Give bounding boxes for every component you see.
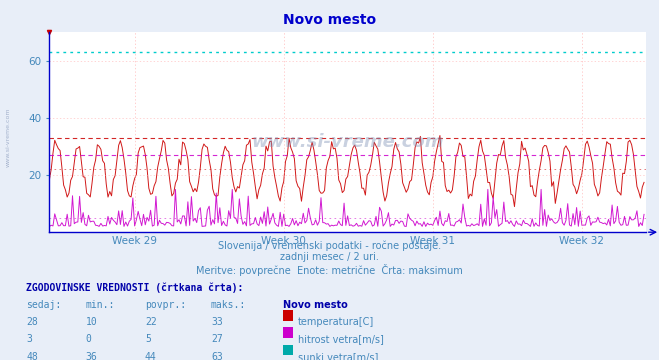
Text: sunki vetra[m/s]: sunki vetra[m/s] — [298, 352, 378, 360]
Text: temperatura[C]: temperatura[C] — [298, 317, 374, 327]
Text: Meritve: povprečne  Enote: metrične  Črta: maksimum: Meritve: povprečne Enote: metrične Črta:… — [196, 264, 463, 275]
Text: 28: 28 — [26, 317, 38, 327]
Text: 5: 5 — [145, 334, 151, 345]
Text: min.:: min.: — [86, 300, 115, 310]
Text: www.si-vreme.com: www.si-vreme.com — [251, 133, 444, 151]
Text: zadnji mesec / 2 uri.: zadnji mesec / 2 uri. — [280, 252, 379, 262]
Text: maks.:: maks.: — [211, 300, 246, 310]
Text: Slovenija / vremenski podatki - ročne postaje.: Slovenija / vremenski podatki - ročne po… — [218, 240, 441, 251]
Text: 0: 0 — [86, 334, 92, 345]
Text: 3: 3 — [26, 334, 32, 345]
Text: povpr.:: povpr.: — [145, 300, 186, 310]
Text: 10: 10 — [86, 317, 98, 327]
Text: www.si-vreme.com: www.si-vreme.com — [5, 107, 11, 167]
Text: ZGODOVINSKE VREDNOSTI (črtkana črta):: ZGODOVINSKE VREDNOSTI (črtkana črta): — [26, 283, 244, 293]
Text: 33: 33 — [211, 317, 223, 327]
Text: hitrost vetra[m/s]: hitrost vetra[m/s] — [298, 334, 384, 345]
Text: 63: 63 — [211, 352, 223, 360]
Text: 44: 44 — [145, 352, 157, 360]
Text: Novo mesto: Novo mesto — [283, 13, 376, 27]
Text: sedaj:: sedaj: — [26, 300, 61, 310]
Text: 48: 48 — [26, 352, 38, 360]
Text: 36: 36 — [86, 352, 98, 360]
Text: 22: 22 — [145, 317, 157, 327]
Text: Novo mesto: Novo mesto — [283, 300, 348, 310]
Text: 27: 27 — [211, 334, 223, 345]
